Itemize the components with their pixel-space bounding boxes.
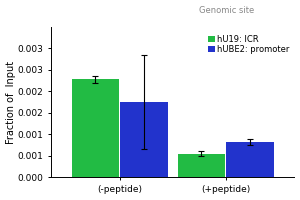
Bar [226, 142, 274, 177]
Bar [72, 79, 119, 177]
Bar [178, 154, 225, 177]
Y-axis label: Fraction of  Input: Fraction of Input [6, 60, 16, 144]
Text: Genomic site: Genomic site [199, 6, 254, 15]
Bar [120, 102, 168, 177]
Legend: hU19: ICR, hUBE2: promoter: hU19: ICR, hUBE2: promoter [207, 34, 290, 55]
